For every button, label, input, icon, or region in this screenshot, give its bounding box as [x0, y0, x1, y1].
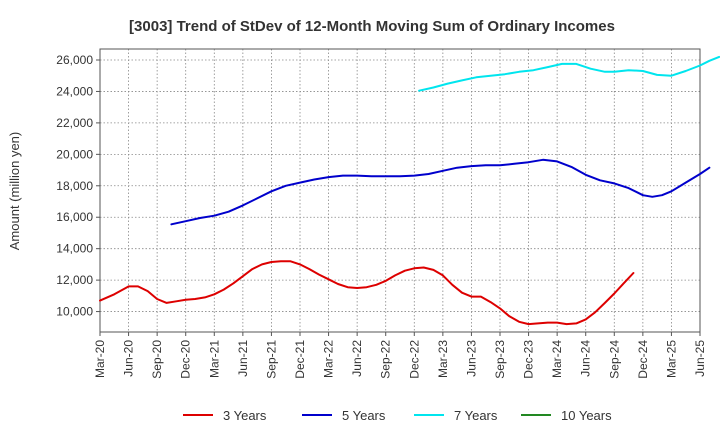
y-axis-label: Amount (million yen): [7, 132, 22, 251]
x-tick-label: Mar-21: [207, 340, 221, 378]
y-tick-label: 12,000: [56, 273, 93, 287]
legend-item-3-years-label: 3 Years: [223, 408, 267, 423]
x-tick-label: Jun-24: [579, 340, 593, 377]
y-tick-label: 10,000: [56, 305, 93, 319]
chart-title: [3003] Trend of StDev of 12-Month Moving…: [129, 18, 615, 35]
x-tick-label: Dec-20: [179, 340, 193, 379]
x-tick-label: Jun-21: [236, 340, 250, 377]
legend: 3 Years 5 Years 7 Years 10 Years: [183, 408, 612, 423]
y-tick-label: 24,000: [56, 84, 93, 98]
x-tick-label: Dec-24: [636, 340, 650, 379]
legend-item-10-years-label: 10 Years: [561, 408, 612, 423]
x-tick-label: Sep-21: [264, 340, 278, 379]
series-line-7-years: [418, 55, 720, 92]
x-tick-label: Mar-22: [322, 340, 336, 378]
x-tick-label: Mar-23: [436, 340, 450, 378]
x-tick-label: Dec-22: [407, 340, 421, 379]
x-tick-label: Jun-23: [464, 340, 478, 377]
plot-border: [99, 48, 701, 333]
x-tick-label: Sep-24: [607, 340, 621, 379]
y-tick-label: 22,000: [56, 116, 93, 130]
x-tick-label: Sep-22: [379, 340, 393, 379]
y-tick-label: 20,000: [56, 147, 93, 161]
x-tick-label: Mar-25: [664, 340, 678, 378]
legend-item-5-years-label: 5 Years: [342, 408, 386, 423]
y-axis-ticks: 10,000 12,000 14,000 16,000 18,000 20,000 22,0…: [56, 53, 100, 319]
series-line-3-years: [99, 260, 635, 326]
x-tick-label: Jun-20: [122, 340, 136, 377]
x-tick-label: Mar-20: [93, 340, 107, 378]
x-tick-label: Dec-21: [293, 340, 307, 379]
grid-layer: [100, 49, 700, 332]
y-tick-label: 26,000: [56, 53, 93, 67]
x-tick-label: Sep-20: [150, 340, 164, 379]
y-tick-label: 14,000: [56, 242, 93, 256]
x-tick-label: Mar-24: [550, 340, 564, 378]
y-tick-label: 18,000: [56, 179, 93, 193]
series-layer: [99, 55, 720, 326]
x-tick-label: Jun-22: [350, 340, 364, 377]
x-tick-label: Jun-25: [693, 340, 707, 377]
x-axis-ticks: Mar-20 Jun-20 Sep-20 Dec-20 Mar-21 Jun-21 Sep-…: [93, 332, 707, 379]
y-tick-label: 16,000: [56, 210, 93, 224]
series-line-5-years: [170, 158, 711, 226]
x-tick-label: Dec-23: [522, 340, 536, 379]
legend-item-7-years-label: 7 Years: [454, 408, 498, 423]
x-tick-label: Sep-23: [493, 340, 507, 379]
plot-frame: [99, 48, 701, 333]
